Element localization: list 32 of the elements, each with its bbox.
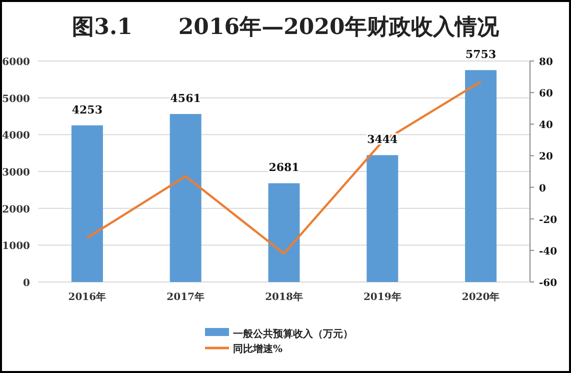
y-tick-label: 2000 bbox=[2, 204, 30, 216]
data-label: 5753 bbox=[465, 48, 496, 62]
y-tick-label: 1000 bbox=[2, 241, 30, 252]
y-tick-label: 3000 bbox=[2, 168, 30, 178]
bar bbox=[465, 70, 497, 282]
y-tick-label: 5000 bbox=[2, 94, 30, 105]
y2-tick-label: 60 bbox=[539, 88, 553, 100]
legend-label: 同比增速% bbox=[233, 343, 283, 355]
data-label: 4253 bbox=[72, 103, 103, 116]
legend-label: 一般公共预算收入（万元） bbox=[233, 328, 353, 340]
y2-tick-label: 0 bbox=[539, 183, 546, 194]
x-tick-label: 2020年 bbox=[462, 291, 500, 303]
y-tick-label: 0 bbox=[23, 278, 30, 289]
bar bbox=[71, 125, 103, 282]
chart-title: 图3.1 2016年—2020年财政收入情况 bbox=[72, 14, 500, 40]
y2-tick-label: 20 bbox=[539, 152, 553, 163]
x-tick-label: 2019年 bbox=[363, 291, 402, 303]
y2-tick-label: -60 bbox=[539, 278, 558, 289]
data-label: 2681 bbox=[268, 161, 300, 174]
bar bbox=[366, 155, 398, 282]
bar bbox=[170, 114, 202, 282]
y-tick-label: 6000 bbox=[2, 57, 30, 68]
data-label: 4561 bbox=[170, 92, 201, 106]
y2-tick-label: 80 bbox=[539, 57, 553, 68]
y2-tick-label: -20 bbox=[539, 214, 558, 226]
x-tick-label: 2017年 bbox=[166, 291, 205, 303]
y2-tick-label: 40 bbox=[539, 120, 553, 132]
y-tick-label: 4000 bbox=[2, 130, 30, 142]
x-tick-label: 2016年 bbox=[68, 291, 106, 303]
bar bbox=[268, 183, 300, 282]
y2-tick-label: -40 bbox=[539, 246, 558, 258]
x-tick-label: 2018年 bbox=[265, 291, 303, 303]
